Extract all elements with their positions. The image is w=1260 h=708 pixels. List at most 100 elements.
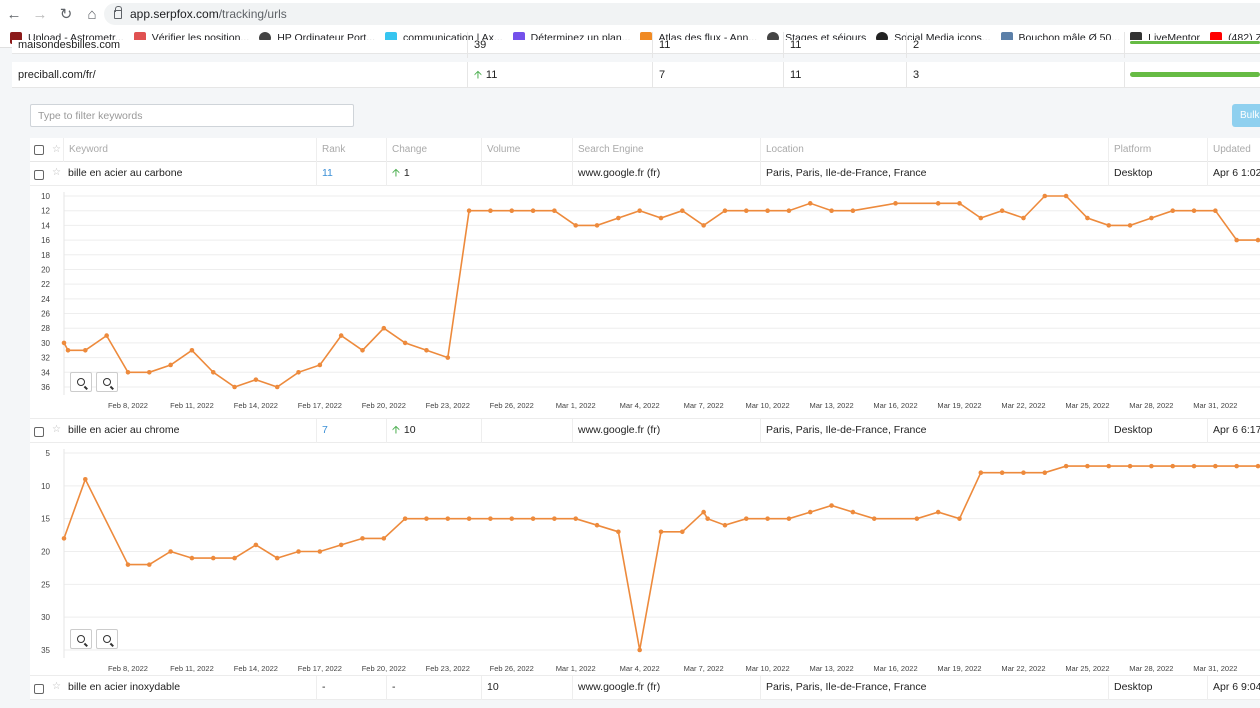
select-all-checkbox[interactable] [34,145,44,155]
data-point [978,215,984,221]
star-icon[interactable]: ☆ [52,144,61,155]
col-rank[interactable]: Rank [316,138,386,162]
data-point [786,208,792,213]
data-point [573,516,579,521]
x-tick-label: Mar 22, 2022 [1001,664,1045,673]
x-tick-label: Mar 13, 2022 [809,401,853,410]
data-point [317,362,323,368]
col-volume[interactable]: Volume [481,138,572,162]
col-platform[interactable]: Platform [1108,138,1207,162]
filter-keywords-input[interactable] [30,104,354,127]
data-point [701,509,706,515]
data-point [83,476,88,482]
keyword-text[interactable]: bille en acier au carbone [68,167,183,179]
data-point [402,340,408,346]
star-icon[interactable]: ☆ [52,681,61,692]
home-icon[interactable]: ⌂ [87,5,97,23]
keyword-row[interactable]: ☆ bille en acier au carbone 11 🡩 1 www.go… [30,162,1260,186]
row-checkbox[interactable] [34,684,44,694]
x-tick-label: Feb 26, 2022 [490,401,534,410]
data-point [1149,215,1154,221]
data-point [168,362,173,368]
data-point [189,555,195,561]
data-point [466,516,472,521]
reload-icon[interactable]: ↻ [59,6,73,23]
data-point [765,208,770,213]
url-table-row[interactable]: maisondesbilles.com 39 11 11 2 [12,32,1260,58]
data-point [1063,193,1069,199]
data-point [253,542,259,548]
data-point [552,208,557,213]
url-rank-cell: 11 [652,32,783,58]
keyword-row[interactable]: ☆ bille en acier au chrome 7 🡩 10 www.goo… [30,419,1260,443]
url-change-cell: 39 [467,32,652,58]
data-point [893,201,898,206]
address-bar[interactable]: app.serpfox.com/tracking/urls [104,3,1260,25]
row-checkbox[interactable] [34,427,44,437]
data-point [83,347,88,353]
volume-value: 10 [481,676,572,700]
data-point [914,516,920,521]
y-tick-label: 34 [41,368,50,377]
arrow-up-icon: 🡩 [474,69,482,81]
row-checkbox[interactable] [34,170,44,180]
url-cell[interactable]: preciball.com/fr/ [18,69,96,81]
data-point [509,516,515,521]
progress-bar [1130,72,1260,77]
y-tick-label: 30 [41,613,50,622]
data-point [765,516,770,521]
rank-value[interactable]: - [316,676,386,700]
data-point [999,470,1005,475]
y-tick-label: 25 [41,580,50,589]
y-tick-label: 20 [41,548,50,557]
data-point [381,325,387,331]
lock-icon [114,5,122,19]
col-updated[interactable]: Updated [1207,138,1260,162]
back-icon[interactable]: ← [6,5,22,23]
y-tick-label: 30 [41,339,50,348]
col-search-engine[interactable]: Search Engine [572,138,760,162]
star-icon[interactable]: ☆ [52,167,61,178]
zoom-in-icon[interactable] [96,372,118,392]
col-change[interactable]: Change [386,138,481,162]
zoom-out-icon[interactable] [70,629,92,649]
col-location[interactable]: Location [760,138,1108,162]
bulk-button[interactable]: Bulk [1232,104,1260,127]
x-tick-label: Mar 28, 2022 [1129,664,1173,673]
platform-value: Desktop [1108,162,1207,186]
y-tick-label: 10 [41,482,50,491]
data-point [488,516,493,521]
data-point [1085,215,1090,221]
data-point [1063,463,1069,469]
data-point [338,333,344,338]
zoom-in-icon[interactable] [96,629,118,649]
keyword-text[interactable]: bille en acier au chrome [68,424,180,436]
url-table-row[interactable]: preciball.com/fr/ 🡩 11 7 11 3 [12,62,1260,88]
x-tick-label: Feb 8, 2022 [108,401,148,410]
data-point [680,529,685,535]
rank-value[interactable]: 11 [316,162,386,186]
url-change-cell: 🡩 11 [467,62,652,88]
updated-value: Apr 6 9:04:2 [1207,676,1260,700]
forward-icon[interactable]: → [32,5,48,23]
data-point [871,516,877,521]
keyword-text[interactable]: bille en acier inoxydable [68,681,181,693]
data-point [317,549,323,554]
data-point [573,223,579,228]
keyword-row[interactable]: ☆ bille en acier inoxydable - - 10 www.g… [30,676,1260,700]
series-line [63,195,1258,388]
col-keyword[interactable]: Keyword [63,138,316,162]
data-point [957,201,962,206]
rank-value[interactable]: 7 [316,419,386,443]
data-point [1042,193,1048,199]
data-point [424,347,429,353]
data-point [957,516,962,521]
keyword-panel: Bulk ☆ Keyword Rank Change Volume Search… [12,89,1260,708]
y-tick-label: 35 [41,646,50,655]
data-point [829,503,834,508]
url-cell[interactable]: maisondesbilles.com [18,39,121,51]
zoom-out-icon[interactable] [70,372,92,392]
star-icon[interactable]: ☆ [52,424,61,435]
x-tick-label: Feb 11, 2022 [170,401,214,410]
data-point [189,347,195,353]
